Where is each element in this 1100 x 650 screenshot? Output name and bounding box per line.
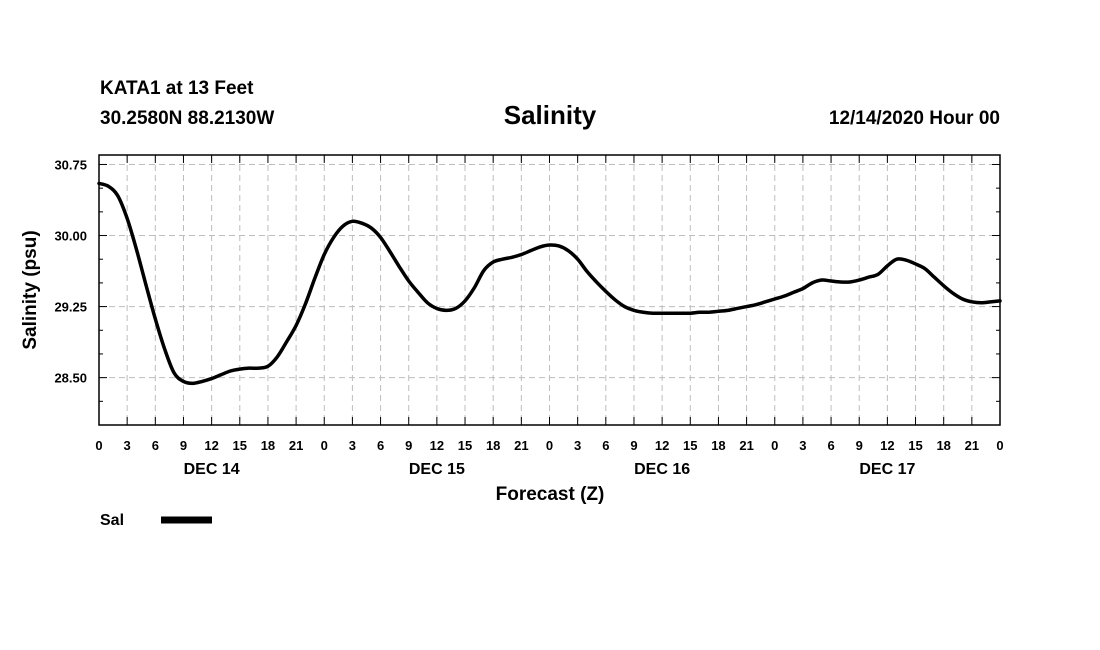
day-label: DEC 17 bbox=[859, 461, 915, 478]
x-tick-label: 9 bbox=[405, 438, 412, 453]
x-tick-label: 12 bbox=[655, 438, 669, 453]
x-tick-label: 9 bbox=[630, 438, 637, 453]
y-axis-title: Salinity (psu) bbox=[20, 230, 41, 349]
x-tick-label: 9 bbox=[856, 438, 863, 453]
series-line-sal bbox=[97, 181, 1002, 386]
chart-title: Salinity bbox=[504, 100, 597, 130]
x-tick-label: 12 bbox=[430, 438, 444, 453]
x-tick-label: 21 bbox=[514, 438, 528, 453]
x-tick-label: 0 bbox=[996, 438, 1003, 453]
grid bbox=[99, 155, 1000, 425]
y-tick-label: 30.00 bbox=[54, 229, 87, 244]
series-layer bbox=[97, 181, 1002, 386]
y-tick-label: 28.50 bbox=[54, 371, 87, 386]
y-axis: 28.50 29.25 30.00 30.75 bbox=[54, 157, 1000, 386]
x-tick-label: 3 bbox=[124, 438, 131, 453]
x-tick-label: 0 bbox=[95, 438, 102, 453]
x-tick-label: 6 bbox=[152, 438, 159, 453]
x-tick-label: 12 bbox=[880, 438, 894, 453]
x-tick-label: 6 bbox=[602, 438, 609, 453]
x-axis-title: Forecast (Z) bbox=[496, 484, 605, 505]
x-tick-label: 3 bbox=[574, 438, 581, 453]
x-tick-label: 0 bbox=[321, 438, 328, 453]
x-axis: 0 3 6 9 12 15 18 21 0 3 6 9 12 15 18 21 0 3 6 9 12 15 18 21 0 3 6 9… bbox=[95, 155, 1004, 478]
x-tick-label: 18 bbox=[936, 438, 950, 453]
x-tick-label: 21 bbox=[739, 438, 753, 453]
x-tick-label: 9 bbox=[180, 438, 187, 453]
x-tick-label: 0 bbox=[771, 438, 778, 453]
day-label: DEC 16 bbox=[634, 461, 690, 478]
x-tick-label: 21 bbox=[965, 438, 979, 453]
x-tick-label: 12 bbox=[204, 438, 218, 453]
y-tick-label: 29.25 bbox=[54, 300, 87, 315]
x-tick-label: 3 bbox=[349, 438, 356, 453]
x-tick-label: 21 bbox=[289, 438, 303, 453]
x-tick-label: 6 bbox=[827, 438, 834, 453]
day-label: DEC 14 bbox=[184, 461, 240, 478]
x-tick-label: 18 bbox=[486, 438, 500, 453]
plot-frame bbox=[98, 154, 1001, 426]
run-time-label: 12/14/2020 Hour 00 bbox=[829, 108, 1000, 129]
day-label: DEC 15 bbox=[409, 461, 465, 478]
x-tick-label: 18 bbox=[261, 438, 275, 453]
y-tick-label: 30.75 bbox=[54, 157, 87, 172]
x-tick-label: 3 bbox=[799, 438, 806, 453]
legend-label: Sal bbox=[100, 512, 124, 529]
station-label: KATA1 at 13 Feet bbox=[100, 78, 254, 99]
x-tick-label: 18 bbox=[711, 438, 725, 453]
x-tick-label: 15 bbox=[908, 438, 922, 453]
x-tick-label: 15 bbox=[683, 438, 697, 453]
x-tick-label: 0 bbox=[546, 438, 553, 453]
coordinates-label: 30.2580N 88.2130W bbox=[100, 108, 274, 129]
x-tick-label: 6 bbox=[377, 438, 384, 453]
x-tick-label: 15 bbox=[233, 438, 247, 453]
x-tick-label: 15 bbox=[458, 438, 472, 453]
